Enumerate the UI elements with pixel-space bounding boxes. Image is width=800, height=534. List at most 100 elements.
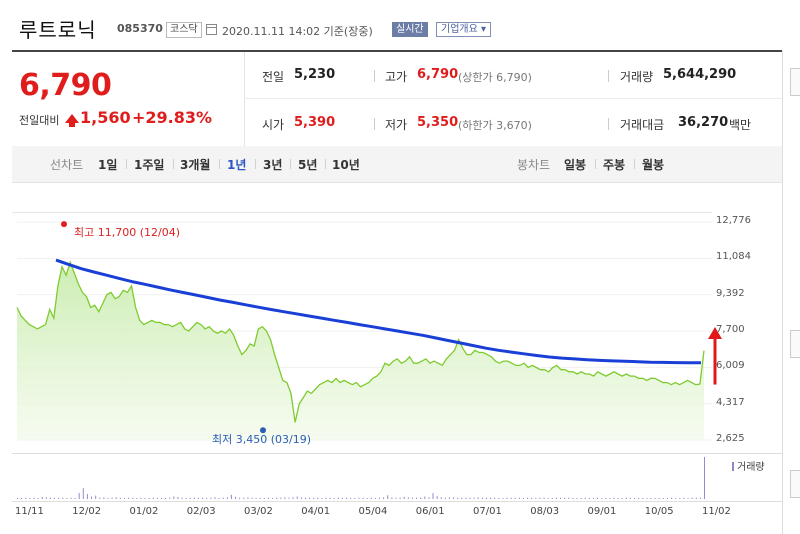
volume-bar xyxy=(342,498,343,499)
volume-bar xyxy=(185,498,187,499)
volume-bar xyxy=(78,493,80,499)
volume-bar xyxy=(66,498,68,499)
volume-bar xyxy=(37,498,39,499)
x-tick-label: 07/01 xyxy=(473,506,502,517)
volume-bar xyxy=(597,497,598,499)
volume-bar xyxy=(440,497,442,499)
trade-amount-value: 36,270 xyxy=(678,115,729,130)
volume-bar xyxy=(115,497,117,499)
volume-bar xyxy=(523,498,524,499)
price-chart-frame xyxy=(12,212,712,451)
volume-bar xyxy=(399,497,401,499)
volume-bar xyxy=(498,498,500,499)
volume-bar xyxy=(161,498,162,499)
tab-daily[interactable]: 일봉 xyxy=(564,158,587,172)
side-tab[interactable] xyxy=(790,330,800,358)
divider xyxy=(244,98,782,99)
volume-bar xyxy=(181,497,183,499)
volume-bar xyxy=(580,498,582,499)
volume-bar xyxy=(239,497,241,499)
high-label: 고가 xyxy=(385,70,408,84)
volume-bar xyxy=(490,497,492,499)
volume-bar xyxy=(699,497,701,499)
volume-bar xyxy=(292,497,294,499)
volume-bar xyxy=(144,498,146,499)
volume-bar xyxy=(58,498,60,499)
volume-bar xyxy=(300,497,302,499)
volume-bar xyxy=(333,498,335,499)
volume-bar xyxy=(638,498,640,499)
volume-bar xyxy=(119,497,121,499)
volume-bar xyxy=(428,497,430,499)
volume-bar xyxy=(218,498,220,499)
volume-bar xyxy=(601,498,603,499)
tab-1y[interactable]: 1년 xyxy=(227,158,247,172)
high-value: 6,790 xyxy=(417,67,459,82)
volume-bar xyxy=(403,496,405,499)
volume-bar xyxy=(481,497,483,499)
tab-monthly[interactable]: 월봉 xyxy=(642,158,665,172)
volume-bar xyxy=(531,497,533,499)
realtime-button[interactable]: 실시간 xyxy=(392,22,428,37)
volume-bar xyxy=(49,497,51,499)
volume-bar xyxy=(29,498,31,499)
volume-bar xyxy=(555,497,557,499)
tab-3y[interactable]: 3년 xyxy=(263,158,283,172)
x-tick-label: 11/02 xyxy=(702,506,731,517)
volume-bar xyxy=(370,497,372,499)
volume-bar xyxy=(420,497,422,499)
volume-bar xyxy=(510,497,512,499)
volume-bar xyxy=(202,497,204,499)
side-tab[interactable] xyxy=(790,68,800,96)
volume-bar xyxy=(305,497,306,499)
x-tick-label: 09/01 xyxy=(587,506,617,517)
x-tick-label: 03/02 xyxy=(244,506,273,517)
prev-close-value: 5,230 xyxy=(294,67,336,82)
volume-bar xyxy=(625,497,627,499)
y-tick-label: 2,625 xyxy=(716,433,745,444)
tab-1d[interactable]: 1일 xyxy=(98,158,118,172)
volume-bar xyxy=(45,497,47,499)
volume-bar xyxy=(432,493,434,499)
tab-5y[interactable]: 5년 xyxy=(298,158,318,172)
tab-weekly[interactable]: 주봉 xyxy=(603,158,626,172)
x-tick-label: 11/11 xyxy=(15,506,44,517)
volume-bar xyxy=(658,498,660,499)
volume-bar xyxy=(136,498,138,499)
side-tab[interactable] xyxy=(790,470,800,498)
volume-bar xyxy=(276,497,278,499)
lower-limit: (하한가 3,670) xyxy=(458,119,532,132)
volume-bar xyxy=(646,498,648,499)
tab-10y[interactable]: 10년 xyxy=(332,158,360,172)
volume-legend: 거래량 xyxy=(732,458,765,473)
volume-bar xyxy=(444,497,446,499)
volume-bar xyxy=(321,498,323,499)
volume-bar xyxy=(95,495,97,499)
volume-bar xyxy=(165,498,167,499)
change-label: 전일대비 xyxy=(19,114,60,127)
tab-1w[interactable]: 1주일 xyxy=(134,158,165,172)
volume-bar xyxy=(617,498,619,499)
y-tick-label: 12,776 xyxy=(716,215,751,226)
volume-bar xyxy=(41,496,43,499)
volume-bar xyxy=(288,497,290,499)
price-series-line xyxy=(16,260,705,423)
volume-bar xyxy=(457,497,459,499)
prev-close-label: 전일 xyxy=(262,70,285,84)
tab-3m[interactable]: 3개월 xyxy=(180,158,211,172)
volume-bar xyxy=(416,497,417,499)
stock-name: 루트로닉 xyxy=(19,18,97,42)
volume-bar xyxy=(518,497,520,499)
volume-bar xyxy=(576,498,578,499)
company-overview-button[interactable]: 기업개요 ▾ xyxy=(436,22,491,37)
volume-bar xyxy=(436,496,438,499)
volume-bar xyxy=(506,497,508,499)
volume-bar xyxy=(704,457,705,499)
volume-bar xyxy=(543,497,545,499)
volume-bar xyxy=(91,496,92,499)
volume-bar xyxy=(560,497,561,499)
volume-bar xyxy=(609,498,611,499)
stock-header: 루트로닉 085370 코스닥 2020.11.11 14:02 기준(장중) … xyxy=(0,0,800,48)
high-marker xyxy=(61,221,67,228)
